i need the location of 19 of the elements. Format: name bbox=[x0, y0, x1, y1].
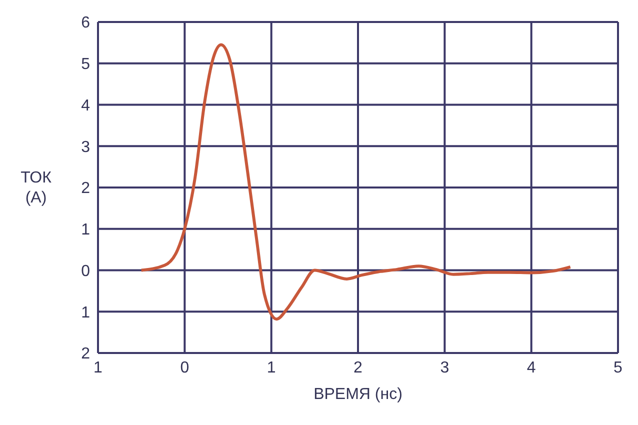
x-tick-label: 2 bbox=[354, 359, 363, 376]
line-series bbox=[140, 43, 572, 321]
y-tick-label: 1 bbox=[81, 304, 90, 322]
y-axis-title: ТОК (А) bbox=[20, 170, 52, 206]
y-tick-label: 2 bbox=[81, 346, 90, 363]
y-tick-label: 2 bbox=[81, 180, 90, 198]
x-tick-label: 5 bbox=[614, 359, 623, 376]
x-tick-label: 3 bbox=[440, 359, 450, 376]
x-tick-label: 0 bbox=[180, 359, 190, 376]
y-tick-label: 1 bbox=[81, 222, 90, 239]
y-tick-label: 0 bbox=[81, 262, 90, 280]
x-axis-title: ВРЕМЯ (нс) bbox=[314, 386, 402, 403]
y-tick-label: 3 bbox=[81, 138, 90, 156]
y-tick-label: 6 bbox=[81, 14, 90, 32]
x-tick-label: 1 bbox=[94, 359, 103, 376]
x-tick-label: 4 bbox=[526, 359, 536, 376]
y-tick-label: 4 bbox=[81, 97, 90, 114]
x-tick-label: 1 bbox=[266, 359, 276, 376]
y-tick-label: 5 bbox=[81, 56, 90, 74]
